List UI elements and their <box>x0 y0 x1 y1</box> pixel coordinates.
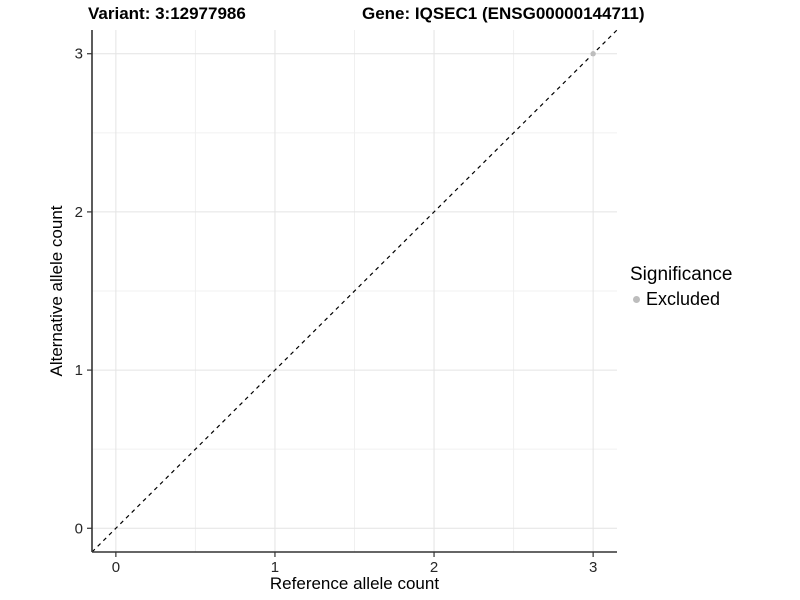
y-axis-title: Alternative allele count <box>47 205 66 377</box>
legend-title: Significance <box>630 264 733 285</box>
legend-item-label: Excluded <box>646 288 721 309</box>
x-tick-label: 0 <box>112 559 120 576</box>
x-tick-label: 2 <box>430 559 438 576</box>
excluded-point-icon <box>633 295 640 303</box>
y-tick-label: 2 <box>75 204 83 221</box>
x-tick-label: 3 <box>589 559 597 576</box>
variant-title: Variant: 3:12977986 <box>88 4 246 23</box>
gene-title: Gene: IQSEC1 (ENSG00000144711) <box>362 4 645 23</box>
y-tick-label: 1 <box>75 362 83 379</box>
y-tick-label: 3 <box>75 46 83 63</box>
x-tick-label: 1 <box>271 559 279 576</box>
data-point-excluded <box>590 51 596 57</box>
y-tick-label: 0 <box>75 520 83 537</box>
identity-dashed-line <box>91 29 618 553</box>
x-axis-title: Reference allele count <box>269 574 440 593</box>
legend-item-excluded: Excluded <box>630 289 732 310</box>
legend: Significance Excluded <box>630 264 732 310</box>
